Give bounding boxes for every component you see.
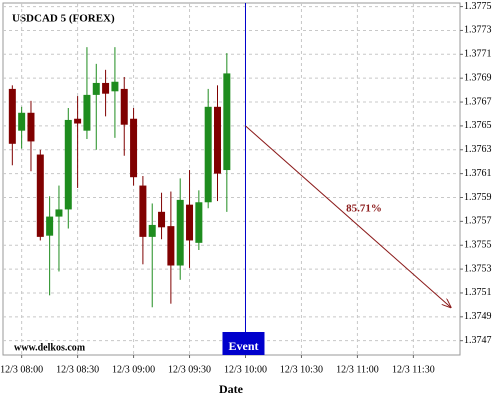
chart-title: USDCAD 5 (FOREX) <box>12 13 115 25</box>
y-tick-label: 1.3769 <box>464 72 492 83</box>
candle-body <box>176 199 184 266</box>
x-tick-label: 12/3 11:00 <box>336 364 379 375</box>
y-tick-label: 1.3759 <box>464 192 492 203</box>
candle-body <box>223 73 231 171</box>
y-tick-label: 1.3747 <box>464 335 492 346</box>
candle-body <box>27 112 35 142</box>
y-tick-label: 1.3773 <box>464 25 492 36</box>
candle-body <box>92 82 100 95</box>
candle-body <box>8 88 16 144</box>
y-tick-label: 1.3765 <box>464 120 492 131</box>
forecast-label: 85.71% <box>346 203 382 215</box>
candle-body <box>167 226 175 266</box>
candle-body <box>83 94 91 131</box>
candle-body <box>111 81 119 92</box>
forecast-arrow <box>245 125 450 307</box>
candle-body <box>139 185 147 237</box>
candle-body <box>214 106 222 174</box>
candle-body <box>36 154 44 237</box>
candle-body <box>102 82 110 94</box>
event-label: Event <box>228 339 258 353</box>
y-tick-label: 1.3757 <box>464 216 492 227</box>
x-tick-label: 12/3 10:00 <box>224 364 267 375</box>
y-tick-label: 1.3761 <box>464 168 492 179</box>
x-tick-label: 12/3 08:30 <box>56 364 99 375</box>
x-tick-label: 12/3 08:00 <box>0 364 43 375</box>
y-tick-label: 1.3763 <box>464 144 492 155</box>
x-tick-label: 12/3 09:00 <box>112 364 155 375</box>
x-tick-label: 12/3 10:30 <box>280 364 323 375</box>
candle-body <box>148 224 156 237</box>
candle-body <box>186 204 194 241</box>
y-tick-label: 1.3749 <box>464 311 492 322</box>
x-axis-label: Date <box>219 382 244 396</box>
x-tick-label: 12/3 11:30 <box>392 364 435 375</box>
y-tick-label: 1.3755 <box>464 240 492 251</box>
watermark: www.delkos.com <box>14 342 86 353</box>
candle-body <box>195 202 203 243</box>
candle-body <box>64 119 72 210</box>
y-tick-label: 1.3751 <box>464 287 492 298</box>
y-tick-label: 1.3753 <box>464 263 492 274</box>
y-tick-label: 1.3775 <box>464 1 492 12</box>
candle-body <box>18 112 26 131</box>
candle-body <box>204 106 212 203</box>
event-box <box>222 332 265 355</box>
candle-body <box>130 118 138 178</box>
candle-body <box>120 88 128 125</box>
candle-body <box>74 118 82 124</box>
candle-body <box>46 216 54 236</box>
candle-body <box>55 209 63 217</box>
y-tick-label: 1.3767 <box>464 96 492 107</box>
y-tick-label: 1.3771 <box>464 49 492 60</box>
candle-body <box>158 211 166 228</box>
x-tick-label: 12/3 09:30 <box>168 364 211 375</box>
